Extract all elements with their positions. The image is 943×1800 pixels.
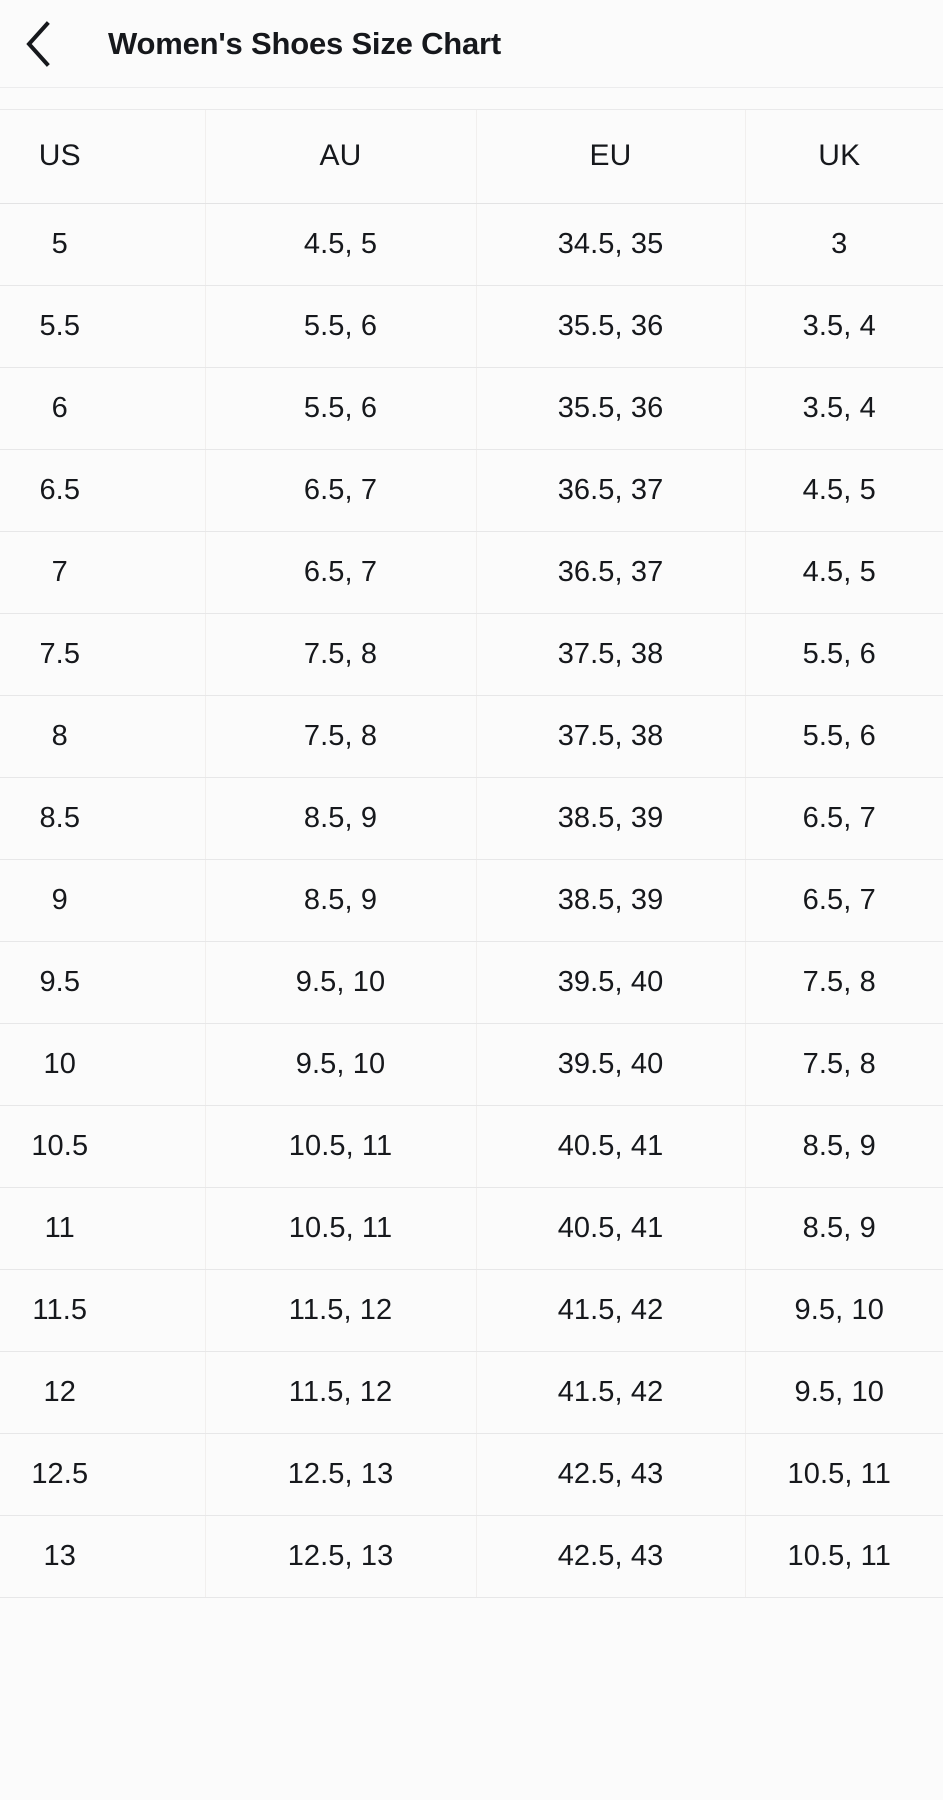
cell-us: 6.5 xyxy=(0,449,206,532)
cell-au: 10.5, 11 xyxy=(205,1105,477,1188)
table-row[interactable]: 12 11.5, 12 41.5, 42 9.5, 10 xyxy=(0,1351,943,1434)
cell-au: 12.5, 13 xyxy=(205,1515,477,1598)
cell-eu: 35.5, 36 xyxy=(476,285,746,368)
table-row[interactable]: 8.5 8.5, 9 38.5, 39 6.5, 7 xyxy=(0,777,943,860)
table-row[interactable]: 8 7.5, 8 37.5, 38 5.5, 6 xyxy=(0,695,943,778)
table-header: US AU EU UK xyxy=(0,110,943,204)
cell-uk: 6.5, 7 xyxy=(745,777,943,860)
cell-us: 7.5 xyxy=(0,613,206,696)
cell-au: 6.5, 7 xyxy=(205,531,477,614)
cell-uk: 6.5, 7 xyxy=(745,859,943,942)
cell-us: 11 xyxy=(0,1187,206,1270)
column-header-eu[interactable]: EU xyxy=(476,110,746,204)
cell-us: 13 xyxy=(0,1515,206,1598)
column-header-au[interactable]: AU xyxy=(205,110,477,204)
cell-au: 10.5, 11 xyxy=(205,1187,477,1270)
cell-uk: 5.5, 6 xyxy=(745,695,943,778)
cell-au: 8.5, 9 xyxy=(205,777,477,860)
column-header-us[interactable]: US xyxy=(0,110,206,204)
cell-uk: 4.5, 5 xyxy=(745,531,943,614)
cell-eu: 36.5, 37 xyxy=(476,449,746,532)
size-conversion-table: US AU EU UK 5 4.5, 5 34.5, 35 3 5.5 5.5, 6 35.… xyxy=(0,110,943,1598)
cell-us: 10.5 xyxy=(0,1105,206,1188)
cell-eu: 42.5, 43 xyxy=(476,1515,746,1598)
cell-us: 8.5 xyxy=(0,777,206,860)
cell-au: 9.5, 10 xyxy=(205,1023,477,1106)
cell-eu: 41.5, 42 xyxy=(476,1351,746,1434)
cell-uk: 8.5, 9 xyxy=(745,1105,943,1188)
cell-uk: 10.5, 11 xyxy=(745,1433,943,1516)
cell-uk: 8.5, 9 xyxy=(745,1187,943,1270)
table-row[interactable]: 12.5 12.5, 13 42.5, 43 10.5, 11 xyxy=(0,1433,943,1516)
table-row[interactable]: 7.5 7.5, 8 37.5, 38 5.5, 6 xyxy=(0,613,943,696)
table-row[interactable]: 6 5.5, 6 35.5, 36 3.5, 4 xyxy=(0,367,943,450)
cell-uk: 4.5, 5 xyxy=(745,449,943,532)
cell-us: 12 xyxy=(0,1351,206,1434)
header-table-separator xyxy=(0,88,943,110)
cell-au: 7.5, 8 xyxy=(205,695,477,778)
table-row[interactable]: 10 9.5, 10 39.5, 40 7.5, 8 xyxy=(0,1023,943,1106)
column-header-uk[interactable]: UK xyxy=(745,110,943,204)
cell-au: 12.5, 13 xyxy=(205,1433,477,1516)
cell-eu: 36.5, 37 xyxy=(476,531,746,614)
cell-us: 5 xyxy=(0,203,206,286)
cell-eu: 34.5, 35 xyxy=(476,203,746,286)
cell-us: 5.5 xyxy=(0,285,206,368)
cell-uk: 3.5, 4 xyxy=(745,367,943,450)
cell-au: 4.5, 5 xyxy=(205,203,477,286)
cell-us: 7 xyxy=(0,531,206,614)
cell-us: 9 xyxy=(0,859,206,942)
cell-uk: 9.5, 10 xyxy=(745,1269,943,1352)
cell-eu: 38.5, 39 xyxy=(476,777,746,860)
cell-eu: 39.5, 40 xyxy=(476,941,746,1024)
cell-us: 6 xyxy=(0,367,206,450)
table-row[interactable]: 10.5 10.5, 11 40.5, 41 8.5, 9 xyxy=(0,1105,943,1188)
table-row[interactable]: 7 6.5, 7 36.5, 37 4.5, 5 xyxy=(0,531,943,614)
table-row[interactable]: 5 4.5, 5 34.5, 35 3 xyxy=(0,203,943,286)
cell-uk: 10.5, 11 xyxy=(745,1515,943,1598)
cell-us: 9.5 xyxy=(0,941,206,1024)
table-row[interactable]: 5.5 5.5, 6 35.5, 36 3.5, 4 xyxy=(0,285,943,368)
cell-eu: 42.5, 43 xyxy=(476,1433,746,1516)
cell-eu: 37.5, 38 xyxy=(476,613,746,696)
cell-eu: 35.5, 36 xyxy=(476,367,746,450)
cell-eu: 40.5, 41 xyxy=(476,1105,746,1188)
cell-eu: 40.5, 41 xyxy=(476,1187,746,1270)
cell-eu: 41.5, 42 xyxy=(476,1269,746,1352)
table-row[interactable]: 11.5 11.5, 12 41.5, 42 9.5, 10 xyxy=(0,1269,943,1352)
cell-au: 11.5, 12 xyxy=(205,1351,477,1434)
cell-au: 6.5, 7 xyxy=(205,449,477,532)
cell-au: 5.5, 6 xyxy=(205,285,477,368)
table-row[interactable]: 13 12.5, 13 42.5, 43 10.5, 11 xyxy=(0,1515,943,1598)
cell-us: 12.5 xyxy=(0,1433,206,1516)
cell-us: 11.5 xyxy=(0,1269,206,1352)
table-row[interactable]: 6.5 6.5, 7 36.5, 37 4.5, 5 xyxy=(0,449,943,532)
cell-eu: 39.5, 40 xyxy=(476,1023,746,1106)
cell-au: 8.5, 9 xyxy=(205,859,477,942)
cell-us: 10 xyxy=(0,1023,206,1106)
table-header-row: US AU EU UK xyxy=(0,110,943,204)
cell-us: 8 xyxy=(0,695,206,778)
table-row[interactable]: 9 8.5, 9 38.5, 39 6.5, 7 xyxy=(0,859,943,942)
cell-uk: 7.5, 8 xyxy=(745,1023,943,1106)
cell-au: 7.5, 8 xyxy=(205,613,477,696)
table-row[interactable]: 11 10.5, 11 40.5, 41 8.5, 9 xyxy=(0,1187,943,1270)
cell-uk: 9.5, 10 xyxy=(745,1351,943,1434)
cell-uk: 3 xyxy=(745,203,943,286)
cell-eu: 37.5, 38 xyxy=(476,695,746,778)
cell-eu: 38.5, 39 xyxy=(476,859,746,942)
cell-uk: 5.5, 6 xyxy=(745,613,943,696)
back-button[interactable] xyxy=(0,0,76,88)
app-bar: Women's Shoes Size Chart xyxy=(0,0,943,88)
cell-au: 9.5, 10 xyxy=(205,941,477,1024)
cell-au: 11.5, 12 xyxy=(205,1269,477,1352)
cell-uk: 3.5, 4 xyxy=(745,285,943,368)
cell-au: 5.5, 6 xyxy=(205,367,477,450)
cell-uk: 7.5, 8 xyxy=(745,941,943,1024)
page-title: Women's Shoes Size Chart xyxy=(108,26,502,61)
table-row[interactable]: 9.5 9.5, 10 39.5, 40 7.5, 8 xyxy=(0,941,943,1024)
chevron-left-icon xyxy=(23,20,53,67)
